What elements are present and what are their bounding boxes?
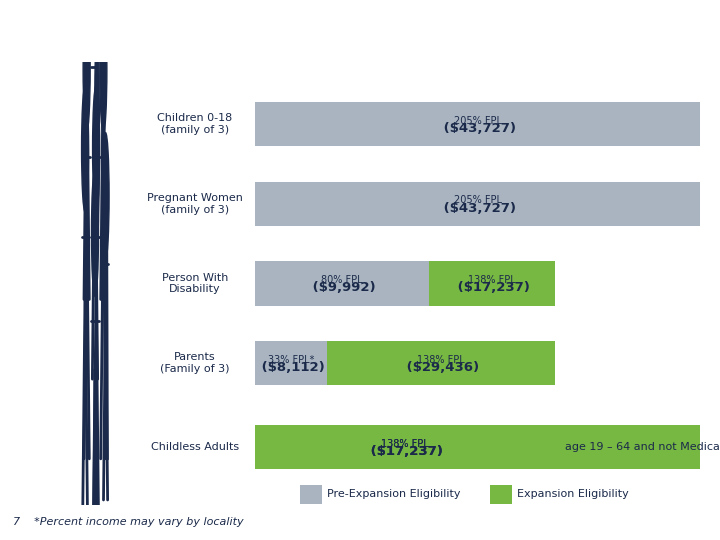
Text: ($17,237): ($17,237) [366, 446, 444, 458]
Text: Children 0-18
(family of 3): Children 0-18 (family of 3) [158, 113, 233, 135]
Ellipse shape [91, 0, 99, 53]
FancyBboxPatch shape [300, 484, 322, 504]
Ellipse shape [100, 6, 107, 132]
Text: ($17,237): ($17,237) [366, 446, 444, 458]
Text: Childless Adults: Childless Adults [151, 442, 239, 453]
FancyBboxPatch shape [255, 425, 554, 469]
Text: Medicaid Expansion: Who Is Eligible?: Medicaid Expansion: Who Is Eligible? [13, 21, 505, 44]
Text: ($17,237): ($17,237) [453, 281, 530, 294]
Text: 33% FPL*: 33% FPL* [268, 355, 314, 365]
FancyBboxPatch shape [255, 102, 700, 146]
Text: ($9,992): ($9,992) [308, 281, 376, 294]
Text: age 19 – 64 and not Medicare eligible: age 19 – 64 and not Medicare eligible [564, 442, 720, 453]
Ellipse shape [81, 85, 89, 212]
Text: Pre-Expansion Eligibility: Pre-Expansion Eligibility [327, 489, 461, 500]
Text: 205% FPL: 205% FPL [454, 195, 502, 205]
Ellipse shape [94, 29, 99, 243]
Text: Parents
(Family of 3): Parents (Family of 3) [161, 353, 230, 374]
Text: ($29,436): ($29,436) [402, 361, 480, 374]
FancyBboxPatch shape [490, 484, 512, 504]
Text: 138% FPL: 138% FPL [381, 439, 428, 449]
Text: 7    *Percent income may vary by locality: 7 *Percent income may vary by locality [13, 517, 243, 528]
Text: Expansion Eligibility: Expansion Eligibility [517, 489, 629, 500]
FancyBboxPatch shape [255, 261, 428, 306]
FancyBboxPatch shape [255, 341, 327, 386]
Text: ($43,727): ($43,727) [439, 202, 516, 215]
FancyBboxPatch shape [554, 425, 700, 469]
Text: 138% FPL: 138% FPL [417, 355, 464, 365]
FancyBboxPatch shape [255, 181, 700, 226]
Ellipse shape [91, 170, 99, 296]
Text: ($8,112): ($8,112) [257, 361, 325, 374]
Text: ($43,727): ($43,727) [439, 122, 516, 135]
Text: Person With
Disability: Person With Disability [162, 273, 228, 294]
Ellipse shape [102, 133, 109, 259]
Text: 80% FPL: 80% FPL [321, 275, 363, 285]
Text: 138% FPL: 138% FPL [468, 275, 516, 285]
FancyBboxPatch shape [327, 341, 554, 386]
Text: Pregnant Women
(family of 3): Pregnant Women (family of 3) [147, 193, 243, 214]
Text: 205% FPL: 205% FPL [454, 116, 502, 125]
Text: 138% FPL: 138% FPL [381, 439, 428, 449]
Ellipse shape [93, 85, 99, 212]
FancyBboxPatch shape [428, 261, 554, 306]
Ellipse shape [83, 6, 90, 132]
